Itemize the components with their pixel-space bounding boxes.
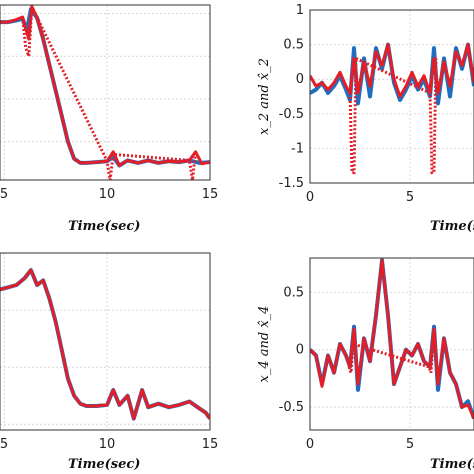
series-line-3: [347, 342, 435, 374]
y-tick-label: -1.5: [279, 176, 304, 191]
y-tick-label: 0.5: [283, 38, 304, 53]
series-line-3: [21, 5, 198, 180]
plot-frame: [309, 9, 474, 184]
series-line-2: [310, 258, 474, 420]
y-tick-label: 0.5: [283, 285, 304, 300]
y-axis-label: x_4 and x̂_4: [257, 306, 272, 383]
series-line-2: [0, 5, 210, 167]
series-line-2: [0, 268, 210, 421]
x-tick-label: 0: [306, 437, 314, 452]
y-tick-label: 0: [296, 343, 304, 358]
chart-panel-3: 5 10 15 Time(sec): [0, 252, 219, 472]
series-line-3: [348, 56, 438, 175]
x-axis-label: Time(sec): [68, 457, 140, 472]
x-tick-label: 5: [406, 437, 414, 452]
chart-panel-1: 5 10 15 Time(sec): [0, 4, 219, 234]
series-group: [0, 268, 210, 421]
series-line-1: [310, 258, 474, 420]
x-tick-label: 0: [306, 190, 314, 205]
chart-panel-4: 0 5 0.5 0 -0.5 Time(s x_4 and x̂_4: [257, 257, 474, 472]
plot-frame: [0, 252, 211, 431]
y-axis-label: x_2 and x̂_2: [257, 58, 272, 135]
series-line-2: [310, 43, 474, 98]
series-group: [310, 258, 474, 420]
plot-frame: [309, 257, 474, 431]
x-tick-label: 5: [0, 437, 8, 452]
x-tick-label: 15: [202, 437, 219, 452]
y-tick-label: -0.5: [279, 107, 304, 122]
x-axis-label: Time(s: [430, 457, 474, 472]
chart-panel-2: 0 5 1 0.5 0 -0.5 -1 -1.5 Time(s x_2 and x̂_2: [257, 3, 474, 234]
x-tick-label: 5: [406, 190, 414, 205]
series-group: [310, 42, 474, 175]
y-tick-label: 0: [296, 72, 304, 87]
y-tick-label: -1: [291, 141, 304, 156]
series-line-1: [0, 268, 210, 421]
plot-frame: [0, 4, 211, 181]
y-tick-label: -0.5: [279, 400, 304, 415]
x-axis-label: Time(s: [430, 219, 474, 234]
y-tick-label: 1: [296, 3, 304, 18]
x-tick-label: 10: [99, 187, 116, 202]
x-tick-label: 10: [99, 437, 116, 452]
series-group: [0, 5, 210, 180]
x-axis-label: Time(sec): [68, 219, 140, 234]
x-tick-label: 15: [202, 187, 219, 202]
x-tick-label: 5: [0, 187, 8, 202]
